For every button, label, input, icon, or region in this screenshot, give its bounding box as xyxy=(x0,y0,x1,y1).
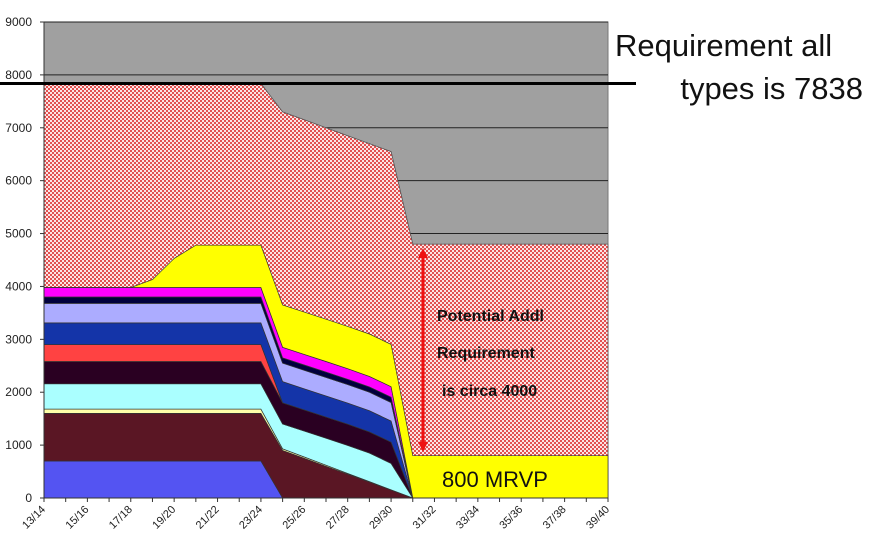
x-tick-label: 33/34 xyxy=(454,504,482,532)
y-tick-label: 3000 xyxy=(5,332,32,346)
y-tick-label: 9000 xyxy=(5,15,32,29)
series-area-mrvp xyxy=(44,244,609,499)
x-tick-label: 19/20 xyxy=(150,504,178,532)
x-tick-label: 13/14 xyxy=(20,504,48,532)
y-tick-label: 1000 xyxy=(5,438,32,452)
x-tick-label: 31/32 xyxy=(411,504,439,532)
arrow-head-up-icon xyxy=(418,248,428,259)
y-tick-label: 6000 xyxy=(5,174,32,188)
x-tick-label: 17/18 xyxy=(107,504,135,532)
potential-label-line2: Requirement xyxy=(437,345,535,362)
x-tick-label: 21/22 xyxy=(194,504,222,532)
annotations: Potential Addl Requirement is circa 4000… xyxy=(0,28,863,492)
y-tick-label: 0 xyxy=(25,491,32,505)
x-tick-label: 23/24 xyxy=(237,504,265,532)
x-tick-label: 37/38 xyxy=(541,504,569,532)
potential-label-line3: is circa 4000 xyxy=(442,383,537,400)
series-areas xyxy=(43,83,609,499)
requirement-label-line1: Requirement all xyxy=(615,28,832,63)
potential-label-line1: Potential Addl xyxy=(437,308,544,325)
x-tick-label: 15/16 xyxy=(64,504,92,532)
arrow-head-down-icon xyxy=(418,441,428,452)
x-tick-label: 29/30 xyxy=(367,504,395,532)
y-tick-label: 7000 xyxy=(5,121,32,135)
x-tick-label: 25/26 xyxy=(280,504,308,532)
mrvp-label: 800 MRVP xyxy=(442,467,548,492)
y-tick-label: 4000 xyxy=(5,279,32,293)
requirement-label-line2: types is 7838 xyxy=(680,71,863,106)
y-tick-label: 2000 xyxy=(5,385,32,399)
y-tick-label: 5000 xyxy=(5,227,32,241)
x-tick-label: 39/40 xyxy=(584,504,612,532)
y-tick-label: 8000 xyxy=(5,68,32,82)
x-tick-label: 27/28 xyxy=(324,504,352,532)
x-tick-label: 35/36 xyxy=(497,504,525,532)
